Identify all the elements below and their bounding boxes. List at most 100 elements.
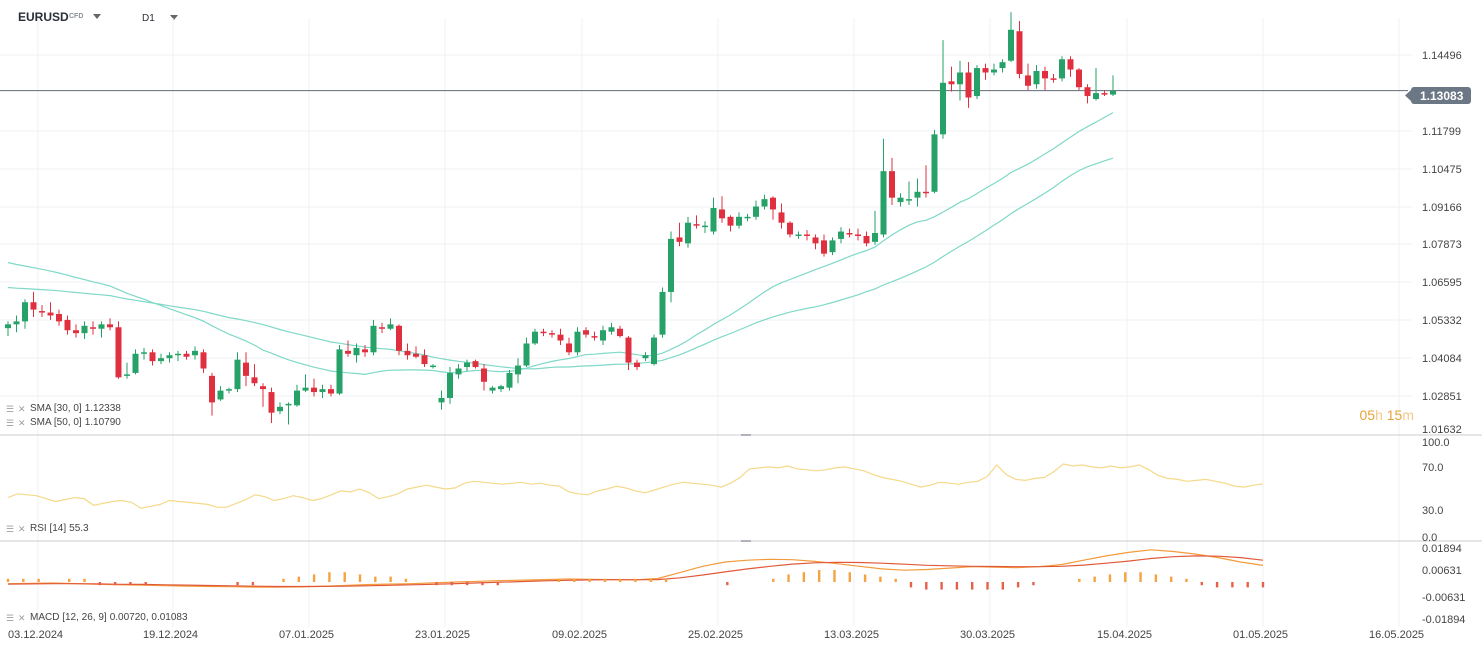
candle-down <box>948 81 955 85</box>
macd-histogram-bar <box>634 578 637 582</box>
sma30-line <box>7 112 1114 376</box>
candle-up <box>659 291 666 335</box>
candle-down <box>787 222 793 235</box>
macd-histogram-bar <box>649 578 653 582</box>
macd-histogram-bar <box>618 578 622 582</box>
candle-down <box>107 324 113 328</box>
macd-legend[interactable]: ☰ ✕ MACD [12, 26, 9] 0.00720, 0.01083 <box>6 612 188 623</box>
macd-histogram-bar <box>848 572 851 582</box>
candle-up <box>81 325 88 334</box>
candle-countdown: 05h 15m <box>1359 407 1414 423</box>
settings-icon[interactable]: ☰ <box>6 612 15 623</box>
settings-icon[interactable]: ☰ <box>6 403 15 414</box>
candle-up <box>447 372 453 398</box>
candle-down <box>251 377 258 384</box>
candle-down <box>855 234 861 236</box>
pane-separators[interactable] <box>0 434 1482 542</box>
macd-histogram-bar <box>1124 572 1127 582</box>
price-tick: 1.02851 <box>1422 391 1462 403</box>
candle-up <box>498 386 504 390</box>
sma30-legend-value: 1.12338 <box>84 403 121 414</box>
rsi-legend[interactable]: ☰ ✕ RSI [14] 55.3 <box>6 523 89 534</box>
symbol-dropdown-chevron-icon[interactable] <box>93 14 101 19</box>
candle-up <box>353 347 360 356</box>
candle-down <box>812 237 819 244</box>
close-icon[interactable]: ✕ <box>18 523 26 534</box>
countdown-minutes: 15 <box>1386 407 1403 423</box>
instrument-type-badge: CFD <box>69 13 84 20</box>
macd-histogram-bar <box>863 574 867 582</box>
candle-down <box>328 389 334 394</box>
candle-down <box>39 311 45 313</box>
price-tick: 1.05332 <box>1422 315 1462 327</box>
candle-up <box>523 343 530 366</box>
macd-legend-label: MACD [12, 26, 9] <box>30 612 107 623</box>
sma-lines <box>7 112 1114 376</box>
settings-icon[interactable]: ☰ <box>6 523 15 534</box>
macd-histogram-bar <box>664 578 668 582</box>
time-axis[interactable]: 03.12.2024 19.12.2024 07.01.2025 23.01.2… <box>8 629 1424 641</box>
candle-up <box>668 238 674 292</box>
candle-up <box>999 62 1006 69</box>
close-icon[interactable]: ✕ <box>18 403 26 414</box>
candle-up <box>336 349 343 394</box>
candle-up <box>532 331 538 344</box>
candle-up <box>277 406 283 412</box>
price-tick: 1.14496 <box>1422 50 1462 62</box>
symbol-label[interactable]: EURUSD <box>18 10 69 24</box>
macd-histogram-bar <box>404 578 408 582</box>
macd-histogram-bar <box>573 578 576 582</box>
candle-down <box>566 343 572 353</box>
candle-down <box>30 302 37 310</box>
candle-down <box>778 212 785 223</box>
time-label: 01.05.2025 <box>1233 629 1288 641</box>
candle-up <box>761 199 768 207</box>
macd-histogram-bar <box>328 572 331 582</box>
countdown-hours: 05 <box>1359 407 1376 423</box>
macd-histogram-bar <box>894 578 897 582</box>
candle-down <box>770 197 776 210</box>
candle-down <box>311 387 317 393</box>
candle-up <box>906 199 912 201</box>
settings-icon[interactable]: ☰ <box>6 417 15 428</box>
candle-down <box>1025 75 1031 86</box>
candle-down <box>362 349 368 353</box>
candle-down <box>965 72 972 98</box>
macd-tick: 0.00631 <box>1422 565 1462 577</box>
macd-histogram-bar <box>1139 572 1142 582</box>
macd-histogram-bar <box>986 582 989 590</box>
macd-histogram-bar <box>481 582 484 586</box>
time-label: 23.01.2025 <box>415 629 470 641</box>
candle-up <box>285 403 292 406</box>
time-label: 03.12.2024 <box>8 629 63 641</box>
timeframe-selector[interactable]: D1 <box>142 13 155 24</box>
candle-up <box>506 372 513 388</box>
candle-down <box>183 353 190 357</box>
macd-histogram-bar <box>389 576 392 582</box>
candle-down <box>727 216 734 226</box>
candle-down <box>1042 71 1048 79</box>
macd-histogram-bar <box>450 582 454 586</box>
time-label: 30.03.2025 <box>960 629 1015 641</box>
macd-histogram-bar <box>1200 582 1203 586</box>
close-icon[interactable]: ✕ <box>18 417 26 428</box>
time-label: 19.12.2024 <box>143 629 198 641</box>
candle-up <box>1033 71 1040 85</box>
macd-histogram-bar <box>588 578 591 582</box>
candle-up <box>217 390 224 400</box>
sma50-legend[interactable]: ☰ ✕ SMA [50, 0] 1.10790 <box>6 417 121 428</box>
candle-up <box>685 222 691 244</box>
price-axis[interactable]: 1.14496 1.11799 1.10475 1.09166 1.07873 … <box>1405 50 1471 436</box>
candle-down <box>149 352 156 362</box>
candle-down <box>1050 78 1057 80</box>
candles <box>5 12 1116 425</box>
timeframe-dropdown-chevron-icon[interactable] <box>170 15 178 20</box>
macd-legend-value: 0.00720, 0.01083 <box>109 612 188 623</box>
macd-histogram-bar <box>1185 578 1188 582</box>
macd-histogram-bar <box>909 582 913 588</box>
macd-histogram-bar <box>22 578 25 582</box>
close-icon[interactable]: ✕ <box>18 612 26 623</box>
candle-down <box>404 350 411 356</box>
sma30-legend[interactable]: ☰ ✕ SMA [30, 0] 1.12338 <box>6 403 121 414</box>
